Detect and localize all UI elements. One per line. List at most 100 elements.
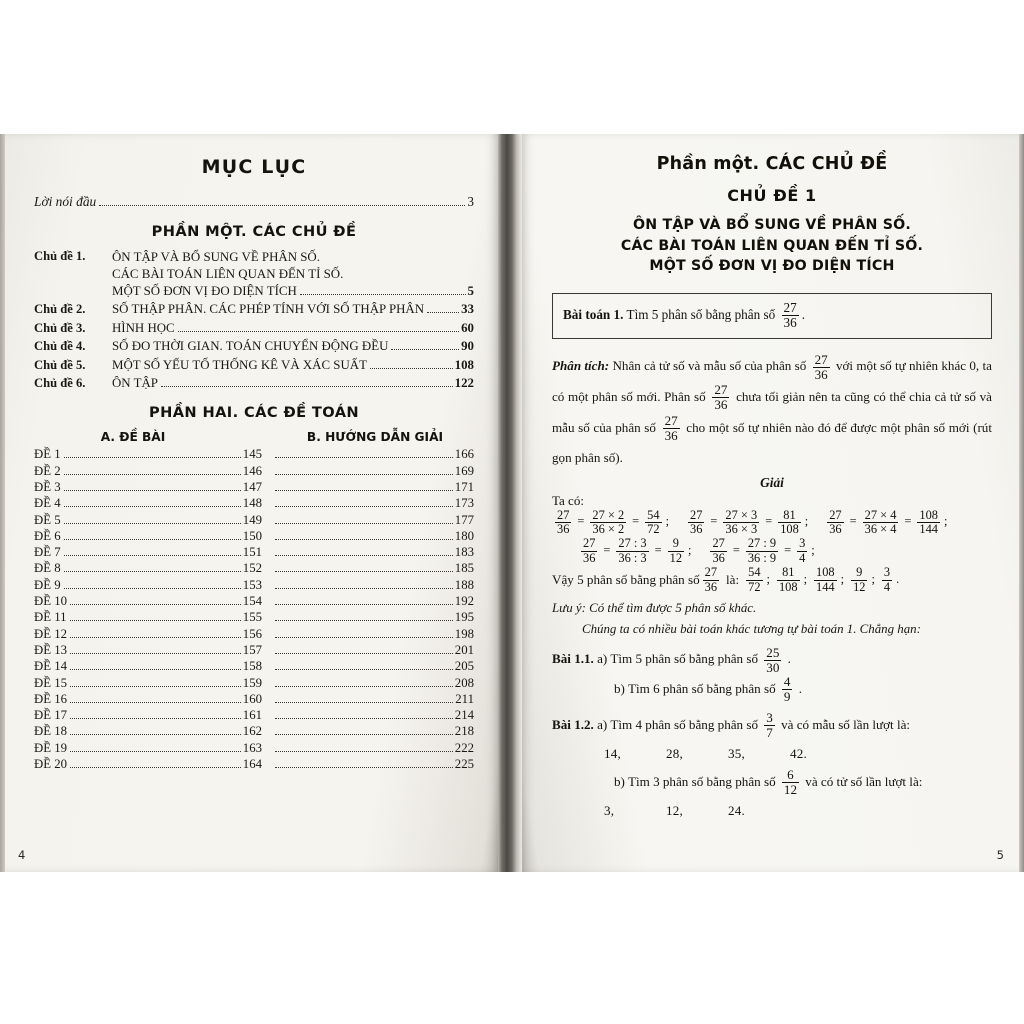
- exam-page-b: 173: [454, 496, 474, 511]
- exercise-label: Bài 1.2.: [552, 716, 594, 732]
- toc-entry-exam-10[interactable]: ĐỀ 10 154 192: [34, 594, 474, 609]
- note-line-2: Chúng ta có nhiều bài toán khác tương tự…: [582, 621, 921, 636]
- toc-entry-exam-3[interactable]: ĐỀ 3 147 171: [34, 480, 474, 495]
- toc-entry-preface[interactable]: Lời nói đầu 3: [34, 194, 474, 210]
- dot-leader: [99, 205, 466, 206]
- fraction-numerator: 27: [829, 507, 842, 522]
- dot-leader: [70, 766, 241, 768]
- exam-page-b: 180: [454, 528, 474, 543]
- toc-entry-exam-18[interactable]: ĐỀ 18 162 218: [34, 724, 474, 739]
- equals-sign: =: [577, 514, 585, 529]
- dot-leader: [70, 669, 241, 671]
- exam-name: ĐỀ 19: [34, 740, 68, 755]
- fraction-numerator: 27: [783, 299, 797, 315]
- exercise-part-a: Bài 1.2. a) Tìm 4 phân số bằng phân số 3…: [552, 710, 992, 741]
- exam-page-a: 162: [242, 724, 262, 739]
- fraction-denominator: 36: [827, 522, 844, 537]
- fraction-numerator: 27: [664, 412, 678, 428]
- exam-column-b: 183: [272, 545, 474, 560]
- chapter-page: 90: [461, 339, 474, 354]
- exam-page-a: 158: [242, 659, 262, 674]
- dot-leader: [275, 506, 453, 508]
- toc-entry-exam-4[interactable]: ĐỀ 4 148 173: [34, 496, 474, 511]
- dot-leader: [275, 685, 453, 687]
- exam-page-a: 164: [242, 756, 262, 771]
- book-spread: MỤC LỤC Lời nói đầu 3 PHẦN MỘT. CÁC CHỦ …: [0, 134, 1024, 872]
- problem-text: Tìm 5 phân số bằng phân số: [626, 306, 776, 322]
- folio-left: 4: [18, 848, 26, 862]
- toc-entry-exam-11[interactable]: ĐỀ 11 155 195: [34, 610, 474, 625]
- equation-fraction-right: 54 72: [645, 508, 662, 537]
- toc-entry-exam-16[interactable]: ĐỀ 16 160 211: [34, 692, 474, 707]
- fraction-numerator: 27: [814, 351, 828, 367]
- toc-entry-exam-8[interactable]: ĐỀ 8 152 185: [34, 561, 474, 576]
- fraction-numerator: 4: [783, 674, 791, 690]
- fraction-denominator: 108: [776, 579, 800, 594]
- dot-leader: [275, 489, 453, 491]
- exam-name: ĐỀ 20: [34, 756, 68, 771]
- toc-entry-exam-19[interactable]: ĐỀ 19 163 222: [34, 741, 474, 756]
- exam-column-b: 205: [272, 659, 474, 674]
- exam-column-b: 225: [272, 757, 474, 772]
- toc-entry-chapter-5[interactable]: Chủ đề 5. MỘT SỐ YẾU TỐ THỐNG KÊ VÀ XÁC S…: [34, 358, 474, 373]
- toc-entry-exam-9[interactable]: ĐỀ 9 153 188: [34, 578, 474, 593]
- part-tail: .: [795, 680, 802, 696]
- toc-entry-exam-17[interactable]: ĐỀ 17 161 214: [34, 708, 474, 723]
- dot-leader: [70, 750, 241, 752]
- toc-entry-exam-13[interactable]: ĐỀ 13 157 201: [34, 643, 474, 658]
- toc-entry-exam-6[interactable]: ĐỀ 6 150 180: [34, 529, 474, 544]
- dot-leader: [63, 457, 241, 459]
- toc-entry-exam-20[interactable]: ĐỀ 20 164 225: [34, 757, 474, 772]
- exam-page-a: 151: [242, 545, 262, 560]
- toc-entry-chapter-4[interactable]: Chủ đề 4. SỐ ĐO THỜI GIAN. TOÁN CHUYỂN ĐỘ…: [34, 339, 474, 354]
- exam-name: ĐỀ 1: [34, 447, 61, 462]
- dot-leader: [70, 685, 241, 687]
- toc-entry-exam-7[interactable]: ĐỀ 7 151 183: [34, 545, 474, 560]
- toc-entry-chapter-6[interactable]: Chủ đề 6. ÔN TẬP 122: [34, 376, 474, 391]
- solution-row-1: Ta có: 27 36 = 27 × 2 36 × 2 = 54 72; 27 36 = 27 × …: [552, 493, 992, 537]
- column-b-heading: B. HƯỚNG DẪN GIẢI: [306, 430, 444, 445]
- exam-column-b: 192: [272, 594, 474, 609]
- dot-leader: [70, 701, 241, 703]
- toc-entry-exam-12[interactable]: ĐỀ 12 156 198: [34, 627, 474, 642]
- toc-entry-exam-14[interactable]: ĐỀ 14 158 205: [34, 659, 474, 674]
- fraction-numerator: 27 : 3: [618, 536, 647, 551]
- exam-name: ĐỀ 10: [34, 594, 68, 609]
- chapter-text: ÔN TẬP: [112, 376, 158, 391]
- number-item: 3,: [604, 803, 615, 819]
- toc-entry-exam-2[interactable]: ĐỀ 2 146 169: [34, 464, 474, 479]
- separator: ;: [803, 571, 808, 586]
- dot-leader: [63, 538, 241, 540]
- separator: ;: [840, 571, 845, 586]
- toc-entry-exam-5[interactable]: ĐỀ 5 149 177: [34, 513, 474, 528]
- separator: .: [896, 571, 900, 586]
- toc-entry-chapter-3[interactable]: Chủ đề 3. HÌNH HỌC 60: [34, 321, 474, 336]
- exam-name: ĐỀ 4: [34, 496, 61, 511]
- chapter-last-line: HÌNH HỌC 60: [112, 321, 474, 336]
- part-text: Tìm 5 phân số bằng phân số: [610, 651, 759, 667]
- exam-column-a: ĐỀ 17 161: [34, 708, 262, 723]
- exam-column-a: ĐỀ 13 157: [34, 643, 262, 658]
- toc-entry-exam-1[interactable]: ĐỀ 1 145 166: [34, 447, 474, 462]
- analysis-paragraph: Phân tích: Nhân cả tử số và mẫu số của p…: [552, 351, 992, 472]
- toc-entry-chapter-2[interactable]: Chủ đề 2. SỐ THẬP PHÂN. CÁC PHÉP TÍNH VỚI…: [34, 302, 474, 317]
- exam-column-a: ĐỀ 9 153: [34, 578, 262, 593]
- equals-sign: =: [654, 543, 662, 558]
- analysis-seg-5: có thể chia cả tử số và mẫu số của phân …: [552, 388, 992, 435]
- toc-entry-exam-15[interactable]: ĐỀ 15 159 208: [34, 676, 474, 691]
- analysis-fraction-2: 27 36: [712, 383, 730, 412]
- toc-entry-chapter-1[interactable]: Chủ đề 1. ÔN TẬP VÀ BỔ SUNG VỀ PHÂN SỐ. CÁ…: [34, 249, 474, 299]
- fraction-denominator: 144: [917, 522, 940, 537]
- fraction-numerator: 27 × 3: [725, 507, 758, 522]
- problem-box: Bài toán 1. Tìm 5 phân số bằng phân số 2…: [552, 292, 992, 340]
- exam-page-a: 154: [242, 594, 262, 609]
- dot-leader: [70, 636, 241, 638]
- column-a-heading: A. ĐỀ BÀI: [100, 430, 166, 445]
- equation-fraction-mid: 27 : 9 36 : 9: [745, 537, 779, 565]
- chapter-body: ÔN TẬP VÀ BỔ SUNG VỀ PHÂN SỐ. CÁC BÀI TOÁ…: [112, 249, 474, 299]
- fraction-denominator: 12: [851, 579, 868, 594]
- exam-page-a: 160: [242, 691, 262, 706]
- exam-column-b: 171: [272, 480, 474, 495]
